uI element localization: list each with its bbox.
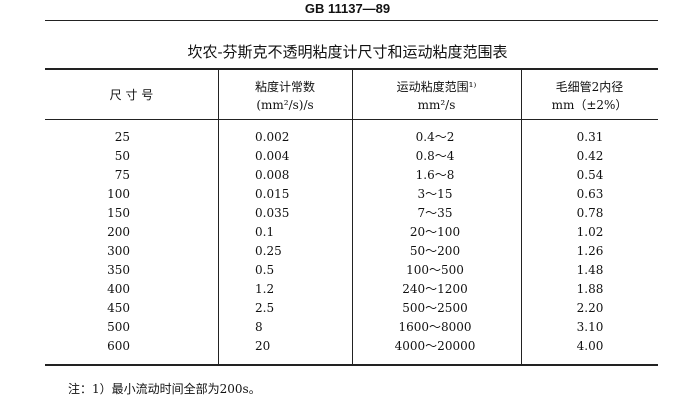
table-cell: 500 xyxy=(107,320,130,334)
table-cell: 0.008 xyxy=(255,168,290,182)
table-cell: 0.42 xyxy=(576,149,604,163)
table-cell: 3.10 xyxy=(576,320,604,334)
header-rule xyxy=(45,20,658,21)
table-cell: 200 xyxy=(107,225,130,239)
column-header: mm（±2%） xyxy=(551,98,628,112)
table-cell: 240～1200 xyxy=(402,282,468,296)
table-cell: 7～35 xyxy=(417,206,453,220)
column-header: (mm²/s)/s xyxy=(256,98,314,112)
table-cell: 25 xyxy=(114,130,130,144)
table-cell: 300 xyxy=(107,244,130,258)
table-cell: 0.5 xyxy=(255,263,275,277)
table-cell: 20～100 xyxy=(409,225,461,239)
footnote: 注：1）最小流动时间全部为200s。 xyxy=(68,382,261,396)
table-cell: 0.004 xyxy=(255,149,290,163)
table-cell: 100～500 xyxy=(406,263,464,277)
table-cell: 100 xyxy=(107,187,130,201)
column-header: mm²/s xyxy=(417,98,456,112)
table-cell: 1600～8000 xyxy=(398,320,472,334)
column-header: 粘度计常数 xyxy=(254,80,315,94)
table-cell: 400 xyxy=(107,282,130,296)
table-cell: 1.88 xyxy=(576,282,604,296)
table-cell: 0.4～2 xyxy=(415,130,455,144)
column-header: 运动粘度范围¹⁾ xyxy=(396,80,477,94)
table-cell: 450 xyxy=(107,301,130,315)
header-bottom-rule xyxy=(45,119,658,120)
table-cell: 0.63 xyxy=(576,187,604,201)
table-cell: 1.2 xyxy=(255,282,275,296)
table-cell: 0.035 xyxy=(255,206,290,220)
table-cell: 350 xyxy=(107,263,130,277)
column-header: 尺 寸 号 xyxy=(109,88,154,102)
table-cell: 3～15 xyxy=(417,187,453,201)
table-cell: 4000～20000 xyxy=(394,339,476,353)
table-cell: 0.25 xyxy=(255,244,282,258)
table-cell: 150 xyxy=(107,206,130,220)
table-cell: 0.54 xyxy=(576,168,604,182)
table-cell: 0.8～4 xyxy=(415,149,455,163)
table-cell: 2.5 xyxy=(255,301,275,315)
table-cell: 1.6～8 xyxy=(415,168,455,182)
table-cell: 20 xyxy=(255,339,271,353)
table-cell: 75 xyxy=(114,168,130,182)
table-cell: 8 xyxy=(255,320,263,334)
table-cell: 1.02 xyxy=(576,225,604,239)
table-cell: 50 xyxy=(114,149,130,163)
table-cell: 4.00 xyxy=(576,339,604,353)
table-cell: 0.1 xyxy=(255,225,275,239)
table-cell: 600 xyxy=(107,339,130,353)
column-divider xyxy=(352,70,353,364)
table-cell: 2.20 xyxy=(576,301,604,315)
standard-code: GB 11137—89 xyxy=(304,1,391,16)
table-title: 坎农-芬斯克不透明粘度计尺寸和运动粘度范围表 xyxy=(187,43,508,61)
column-divider xyxy=(521,70,522,364)
table-bottom-rule xyxy=(45,364,658,366)
table-cell: 1.26 xyxy=(576,244,604,258)
table-cell: 0.015 xyxy=(255,187,290,201)
table-cell: 0.31 xyxy=(576,130,604,144)
column-divider xyxy=(218,70,219,364)
table-top-rule xyxy=(45,68,658,70)
column-header: 毛细管2内径 xyxy=(555,80,624,94)
table-cell: 0.002 xyxy=(255,130,290,144)
table-cell: 1.48 xyxy=(576,263,604,277)
table-cell: 50～200 xyxy=(409,244,461,258)
table-cell: 0.78 xyxy=(576,206,604,220)
table-cell: 500～2500 xyxy=(402,301,468,315)
